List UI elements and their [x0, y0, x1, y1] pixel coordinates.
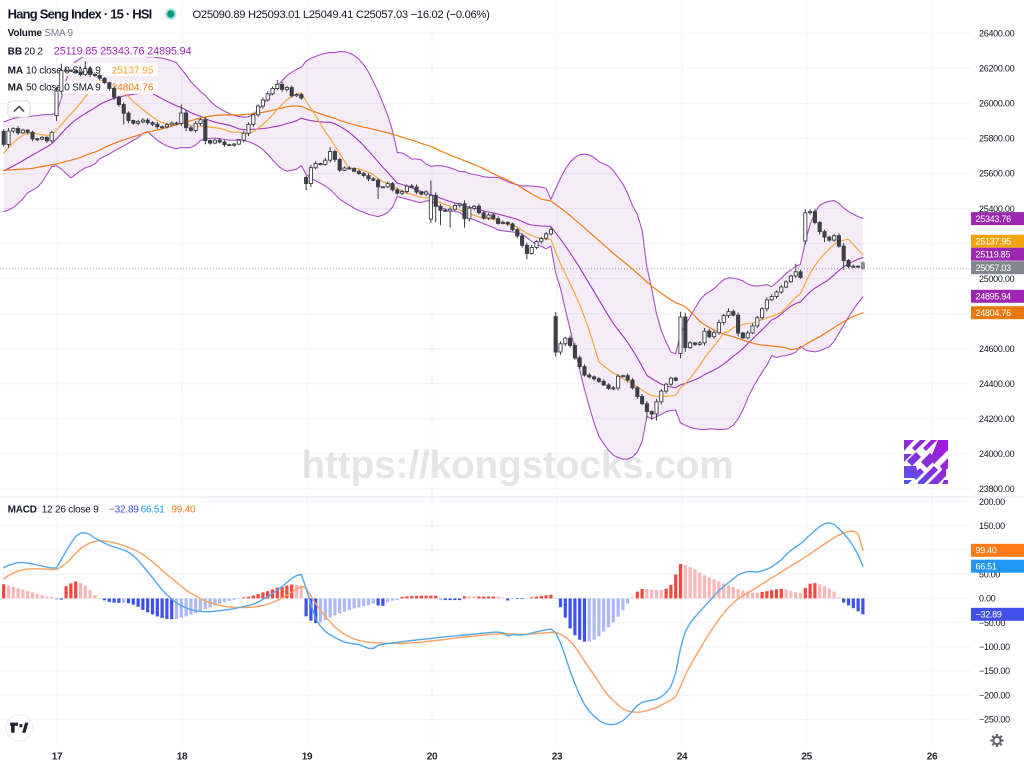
svg-text:19: 19: [302, 752, 313, 763]
svg-text:24895.94: 24895.94: [976, 292, 1012, 302]
svg-text:SMA 9: SMA 9: [44, 28, 73, 39]
svg-text:O25090.89 H25093.01 L25049.41: O25090.89 H25093.01 L25049.41 C25057.03 …: [193, 9, 491, 21]
svg-text:BB: BB: [8, 47, 22, 58]
svg-text:−250.00: −250.00: [979, 715, 1010, 725]
svg-text:24600.00: 24600.00: [979, 344, 1015, 354]
svg-text:23: 23: [552, 752, 563, 763]
svg-text:24804.76: 24804.76: [112, 83, 154, 94]
svg-text:50.00: 50.00: [979, 569, 1000, 579]
svg-text:26000.00: 26000.00: [979, 99, 1015, 109]
svg-text:−200.00: −200.00: [979, 690, 1010, 700]
svg-text:66.51: 66.51: [976, 561, 997, 571]
svg-text:0.00: 0.00: [979, 594, 996, 604]
svg-text:24804.76: 24804.76: [976, 308, 1012, 318]
svg-text:https://kongstocks.com: https://kongstocks.com: [301, 444, 733, 487]
svg-text:20: 20: [427, 752, 438, 763]
svg-text:24: 24: [677, 752, 688, 763]
svg-text:25057.03: 25057.03: [976, 263, 1012, 273]
svg-text:25600.00: 25600.00: [979, 169, 1015, 179]
svg-text:MA: MA: [8, 83, 24, 94]
svg-text:200.00: 200.00: [979, 497, 1005, 507]
svg-text:50 close 0 SMA 9: 50 close 0 SMA 9: [26, 83, 101, 94]
svg-text:25800.00: 25800.00: [979, 134, 1015, 144]
svg-text:24400.00: 24400.00: [979, 379, 1015, 389]
svg-text:−32.89: −32.89: [976, 610, 1002, 620]
svg-text:25400.00: 25400.00: [979, 204, 1015, 214]
svg-text:25119.85: 25119.85: [976, 249, 1011, 259]
svg-text:23800.00: 23800.00: [979, 484, 1015, 494]
svg-text:−32.89: −32.89: [109, 505, 139, 516]
svg-text:17: 17: [52, 752, 63, 763]
svg-text:MA: MA: [8, 66, 24, 77]
svg-text:−100.00: −100.00: [979, 642, 1010, 652]
svg-text:26200.00: 26200.00: [979, 64, 1015, 74]
svg-text:26400.00: 26400.00: [979, 29, 1015, 39]
svg-text:25000.00: 25000.00: [979, 274, 1015, 284]
svg-text:25119.85 25343.76 24895.94: 25119.85 25343.76 24895.94: [54, 46, 192, 58]
svg-text:24000.00: 24000.00: [979, 449, 1015, 459]
svg-text:99.40: 99.40: [171, 505, 196, 516]
svg-text:99.40: 99.40: [976, 546, 997, 556]
svg-text:26: 26: [927, 752, 938, 763]
svg-text:25: 25: [801, 752, 812, 763]
svg-text:25137.95: 25137.95: [112, 66, 154, 77]
svg-text:25137.95: 25137.95: [976, 236, 1012, 246]
svg-text:−50.00: −50.00: [979, 618, 1005, 628]
svg-text:12 26 close 9: 12 26 close 9: [42, 505, 100, 516]
svg-text:25343.76: 25343.76: [976, 214, 1012, 224]
svg-text:MACD: MACD: [8, 505, 37, 516]
svg-text:10 close 0 SMA 9: 10 close 0 SMA 9: [26, 66, 101, 77]
svg-text:Hang Seng Index · 15 · HSI: Hang Seng Index · 15 · HSI: [8, 7, 152, 22]
svg-text:20 2: 20 2: [24, 47, 43, 58]
svg-text:66.51: 66.51: [141, 505, 166, 516]
svg-text:24200.00: 24200.00: [979, 414, 1015, 424]
svg-text:18: 18: [177, 752, 188, 763]
svg-text:150.00: 150.00: [979, 521, 1005, 531]
svg-text:Volume: Volume: [8, 28, 43, 39]
svg-text:−150.00: −150.00: [979, 666, 1010, 676]
